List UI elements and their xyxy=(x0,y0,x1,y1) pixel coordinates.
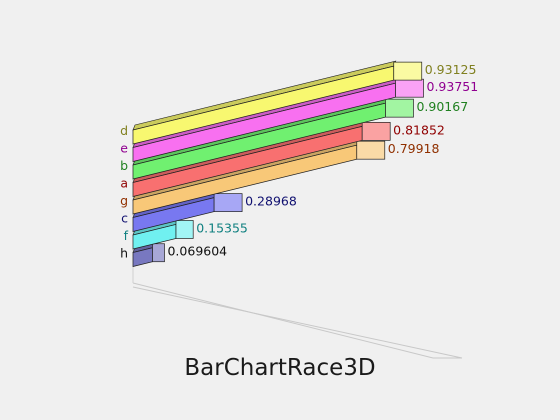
bar-end-f xyxy=(175,220,194,239)
bar-end-d xyxy=(393,61,423,81)
value-label-g: 0.79918 xyxy=(388,141,440,156)
value-label-c: 0.28968 xyxy=(245,194,297,209)
value-label-d: 0.93125 xyxy=(425,62,477,77)
tick-label-a: a xyxy=(120,176,128,191)
value-label-a: 0.81852 xyxy=(393,122,445,137)
bar-end-b xyxy=(385,98,414,118)
tick-label-e: e xyxy=(120,141,128,156)
value-label-e: 0.93751 xyxy=(427,79,479,94)
tick-label-f: f xyxy=(124,228,129,243)
value-label-b: 0.90167 xyxy=(416,99,468,114)
tick-label-g: g xyxy=(120,193,128,208)
floor-line xyxy=(132,286,463,359)
tick-label-d: d xyxy=(120,123,128,138)
bar-end-e xyxy=(395,78,424,98)
bar-end-a xyxy=(361,121,391,141)
bar-end-g xyxy=(356,140,386,160)
tick-label-h: h xyxy=(120,246,128,261)
value-label-h: 0.069604 xyxy=(167,244,227,259)
value-label-f: 0.15355 xyxy=(196,220,248,235)
chart-title: BarChartRace3D xyxy=(184,355,376,381)
bar-end-h xyxy=(152,243,165,263)
floor-line xyxy=(132,282,434,359)
tick-label-c: c xyxy=(121,211,128,226)
bar-end-c xyxy=(213,193,243,212)
tick-label-b: b xyxy=(120,158,128,173)
